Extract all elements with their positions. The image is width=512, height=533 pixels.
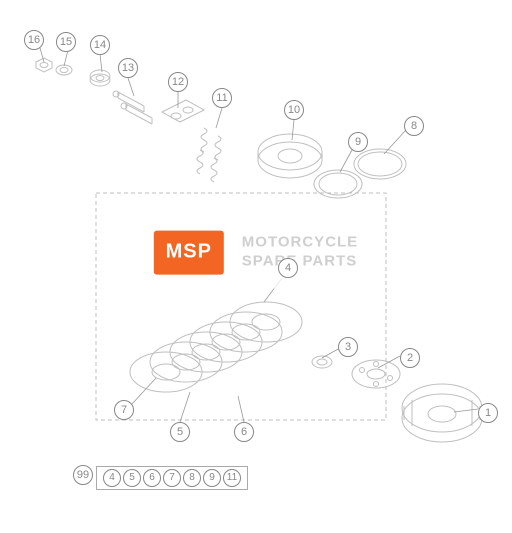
callout-1-num: 1 xyxy=(478,403,498,423)
callout-13-num: 13 xyxy=(118,58,138,78)
kit-item-8: 8 xyxy=(183,469,201,487)
callout-11-num: 11 xyxy=(212,88,232,108)
callout-4: 4 xyxy=(278,258,298,278)
callout-4-num: 4 xyxy=(278,258,298,278)
callout-99-num: 99 xyxy=(73,465,93,485)
callout-5: 5 xyxy=(170,422,190,442)
callout-8: 8 xyxy=(404,116,424,136)
part-13-bolts xyxy=(113,91,152,124)
kit-item-11: 11 xyxy=(223,469,241,487)
watermark: MSP MOTORCYCLE SPARE PARTS xyxy=(132,216,380,288)
msp-badge: MSP xyxy=(154,230,224,274)
callout-10: 10 xyxy=(284,100,304,120)
exploded-diagram: MSP MOTORCYCLE SPARE PARTS 1234567891011… xyxy=(0,0,512,533)
callout-11: 11 xyxy=(212,88,232,108)
callout-5-num: 5 xyxy=(170,422,190,442)
part-8-ring xyxy=(354,149,406,179)
kit-box: 45678911 xyxy=(96,466,248,490)
callout-3-num: 3 xyxy=(338,337,358,357)
watermark-text: MOTORCYCLE SPARE PARTS xyxy=(242,233,358,271)
kit-item-6: 6 xyxy=(143,469,161,487)
callout-15-num: 15 xyxy=(56,32,76,52)
callout-16: 16 xyxy=(24,30,44,50)
callout-15: 15 xyxy=(56,32,76,52)
callout-6: 6 xyxy=(234,422,254,442)
kit-item-5: 5 xyxy=(123,469,141,487)
kit-item-9: 9 xyxy=(203,469,221,487)
callout-10-num: 10 xyxy=(284,100,304,120)
callout-7-num: 7 xyxy=(114,400,134,420)
part-16-nut xyxy=(36,58,52,72)
part-11-springs xyxy=(197,128,221,182)
part-2-damper xyxy=(352,360,400,388)
part-9-seat xyxy=(314,170,362,198)
kit-item-4: 4 xyxy=(103,469,121,487)
part-14-bearing xyxy=(90,70,110,86)
callout-12: 12 xyxy=(168,72,188,92)
callout-2-num: 2 xyxy=(400,348,420,368)
callout-3: 3 xyxy=(338,337,358,357)
kit-item-7: 7 xyxy=(163,469,181,487)
watermark-line2: SPARE PARTS xyxy=(242,252,358,271)
callout-9-num: 9 xyxy=(348,132,368,152)
part-1-basket xyxy=(402,384,482,442)
callout-1: 1 xyxy=(478,403,498,423)
callout-7: 7 xyxy=(114,400,134,420)
part-12-retainer xyxy=(162,100,204,122)
callout-6-num: 6 xyxy=(234,422,254,442)
part-10-hub xyxy=(258,134,322,178)
callout-16-num: 16 xyxy=(24,30,44,50)
callout-99: 99 xyxy=(73,465,93,485)
part-15-washer xyxy=(56,65,72,75)
callout-9: 9 xyxy=(348,132,368,152)
watermark-line1: MOTORCYCLE xyxy=(242,233,358,252)
callout-13: 13 xyxy=(118,58,138,78)
callout-12-num: 12 xyxy=(168,72,188,92)
callout-14-num: 14 xyxy=(90,35,110,55)
callout-2: 2 xyxy=(400,348,420,368)
callout-8-num: 8 xyxy=(404,116,424,136)
callout-14: 14 xyxy=(90,35,110,55)
